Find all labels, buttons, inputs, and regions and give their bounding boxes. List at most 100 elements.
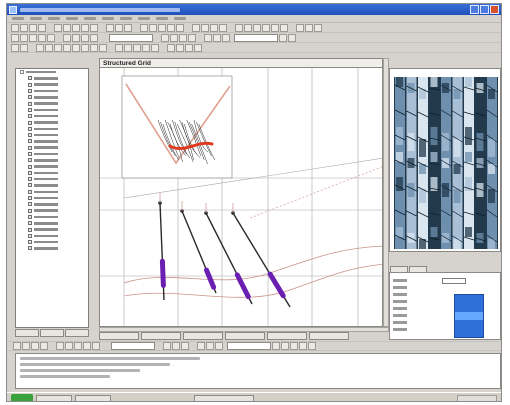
toolbar-button-icon[interactable] (81, 33, 89, 42)
tree-tab[interactable] (65, 329, 89, 337)
toolbar-button-icon[interactable] (11, 23, 19, 32)
menu-item[interactable] (174, 17, 186, 20)
view-tab[interactable] (141, 332, 181, 340)
toolbar-button-icon[interactable] (92, 342, 100, 350)
toolbar-button-icon[interactable] (63, 43, 71, 52)
tree-item[interactable] (16, 119, 88, 125)
toolbar-button-icon[interactable] (20, 33, 28, 42)
tree-node-icon[interactable] (28, 170, 32, 175)
toolbar-combo[interactable] (111, 342, 155, 350)
toolbar-button-icon[interactable] (115, 43, 123, 52)
tree-node-icon[interactable] (28, 202, 32, 207)
view-tab[interactable] (99, 332, 139, 340)
tree-node-icon[interactable] (28, 133, 32, 138)
toolbar-button-icon[interactable] (235, 23, 243, 32)
tree-item[interactable] (16, 189, 88, 195)
toolbar-button-icon[interactable] (244, 23, 252, 32)
toolbar-button-icon[interactable] (54, 23, 62, 32)
tree-item[interactable] (16, 132, 88, 138)
tree-node-icon[interactable] (28, 82, 32, 87)
view-tab[interactable] (309, 332, 349, 340)
toolbar-button-icon[interactable] (197, 342, 205, 350)
toolbar-button-icon[interactable] (81, 23, 89, 32)
toolbar-button-icon[interactable] (31, 342, 39, 350)
tree-node-icon[interactable] (28, 227, 32, 232)
tree-item[interactable] (16, 126, 88, 132)
menu-item[interactable] (156, 17, 168, 20)
toolbar-button-icon[interactable] (74, 342, 82, 350)
toolbar-button-icon[interactable] (296, 23, 304, 32)
toolbar-button-icon[interactable] (185, 43, 193, 52)
toolbar-combo[interactable] (227, 342, 271, 350)
toolbar-button-icon[interactable] (36, 43, 44, 52)
property-field[interactable] (442, 278, 466, 284)
tree-item[interactable] (16, 233, 88, 239)
toolbar-button-icon[interactable] (20, 23, 28, 32)
properties-tab[interactable] (390, 266, 408, 273)
menu-item[interactable] (138, 17, 150, 20)
toolbar-button-icon[interactable] (192, 23, 200, 32)
tree-item[interactable] (16, 214, 88, 220)
toolbar-button-icon[interactable] (314, 23, 322, 32)
tree-item[interactable] (16, 163, 88, 169)
menu-item[interactable] (12, 17, 24, 20)
tree-item[interactable] (16, 195, 88, 201)
tree-node-icon[interactable] (28, 126, 32, 131)
toolbar-button-icon[interactable] (290, 342, 298, 350)
view-tab[interactable] (267, 332, 307, 340)
tree-item[interactable] (16, 138, 88, 144)
toolbar-button-icon[interactable] (158, 23, 166, 32)
toolbar-button-icon[interactable] (204, 33, 212, 42)
tree-item[interactable] (16, 157, 88, 163)
tree-node-icon[interactable] (28, 145, 32, 150)
tree-item[interactable] (16, 113, 88, 119)
tree-item[interactable] (16, 88, 88, 94)
tree-item[interactable] (16, 220, 88, 226)
toolbar-button-icon[interactable] (170, 33, 178, 42)
tree-node-icon[interactable] (20, 70, 24, 75)
toolbar-button-icon[interactable] (271, 23, 279, 32)
tree-item[interactable] (16, 107, 88, 113)
toolbar-button-icon[interactable] (90, 43, 98, 52)
tree-node-icon[interactable] (28, 120, 32, 125)
tree-node-icon[interactable] (28, 114, 32, 119)
toolbar-button-icon[interactable] (90, 33, 98, 42)
color-swatch[interactable] (454, 294, 484, 338)
toolbar-button-icon[interactable] (305, 23, 313, 32)
toolbar-button-icon[interactable] (72, 43, 80, 52)
viewport-scrollbar-horizontal[interactable] (99, 327, 389, 332)
tree-item[interactable] (16, 75, 88, 81)
toolbar-button-icon[interactable] (206, 342, 214, 350)
toolbar-button-icon[interactable] (210, 23, 218, 32)
toolbar-button-icon[interactable] (11, 43, 19, 52)
toolbar-button-icon[interactable] (279, 33, 287, 42)
maximize-icon[interactable] (480, 5, 489, 14)
menu-item[interactable] (102, 17, 114, 20)
toolbar-button-icon[interactable] (90, 23, 98, 32)
toolbar-button-icon[interactable] (167, 43, 175, 52)
toolbar-button-icon[interactable] (72, 33, 80, 42)
tree-node-icon[interactable] (28, 233, 32, 238)
toolbar-button-icon[interactable] (65, 342, 73, 350)
view-tab[interactable] (225, 332, 265, 340)
toolbar-button-icon[interactable] (11, 33, 19, 42)
tree-node-icon[interactable] (28, 152, 32, 156)
toolbar-button-icon[interactable] (222, 33, 230, 42)
tree-item[interactable] (16, 208, 88, 214)
toolbar-button-icon[interactable] (56, 342, 64, 350)
toolbar-button-icon[interactable] (20, 43, 28, 52)
tree-item[interactable] (16, 239, 88, 245)
tree-tab[interactable] (15, 329, 39, 337)
tree-node-icon[interactable] (28, 214, 32, 219)
toolbar-button-icon[interactable] (142, 43, 150, 52)
toolbar-button-icon[interactable] (124, 43, 132, 52)
toolbar-button-icon[interactable] (213, 33, 221, 42)
toolbar-button-icon[interactable] (281, 342, 289, 350)
tree-item[interactable] (16, 100, 88, 106)
tree-node-icon[interactable] (28, 183, 32, 188)
toolbar-button-icon[interactable] (161, 33, 169, 42)
tree-item[interactable] (16, 201, 88, 207)
menu-item[interactable] (84, 17, 96, 20)
toolbar-button-icon[interactable] (288, 33, 296, 42)
menu-item[interactable] (120, 17, 132, 20)
